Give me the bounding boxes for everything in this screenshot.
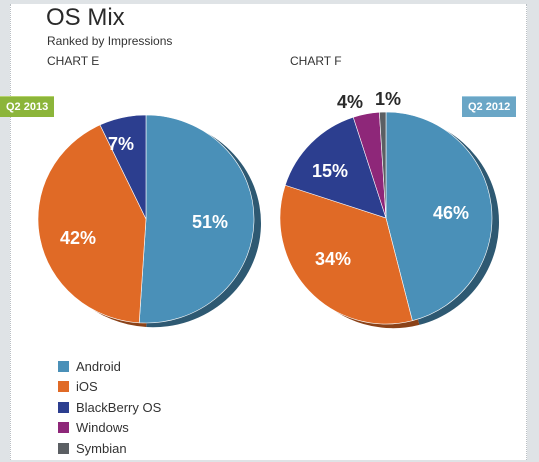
pie-e-data-label-android: 51% [192, 212, 228, 232]
period-tag-q2-2013: Q2 2013 [0, 96, 55, 117]
pie-e-data-label-blackberry-os: 7% [108, 134, 134, 154]
pie-chart-f: 46% 34% 15% 4% 1% [279, 89, 499, 329]
legend: Android iOS BlackBerry OS Windows Symbian [58, 356, 161, 459]
legend-label: Windows [76, 420, 129, 436]
pie-e-data-label-ios: 42% [60, 228, 96, 248]
pie-f-data-label-symbian: 1% [375, 89, 401, 109]
legend-item-android: Android [58, 356, 161, 377]
pie-f-data-label-blackberry-os: 15% [312, 161, 348, 181]
legend-label: BlackBerry OS [76, 399, 162, 415]
pie-f-slice-blackberry-os [284, 116, 387, 219]
legend-swatch [58, 381, 69, 393]
pie-e-slice-blackberry-os [99, 114, 147, 220]
legend-swatch [58, 442, 69, 454]
legend-swatch [58, 422, 69, 434]
legend-swatch [58, 360, 69, 372]
legend-label: iOS [76, 379, 98, 395]
legend-item-blackberry-os: BlackBerry OS [58, 397, 161, 418]
legend-item-windows: Windows [58, 418, 161, 439]
period-tag-q2-2012: Q2 2012 [462, 96, 517, 117]
chart-f-label: CHART F [290, 54, 342, 68]
pie-f-slice-ios [279, 184, 413, 325]
pie-f-data-label-ios: 34% [315, 249, 351, 269]
legend-swatch [58, 401, 69, 413]
pie-f-slice-android [385, 111, 493, 322]
pie-e-slice-android [138, 114, 255, 324]
legend-item-symbian: Symbian [58, 438, 161, 459]
legend-label: Symbian [76, 440, 127, 456]
chart-subtitle: Ranked by Impressions [47, 34, 173, 48]
legend-item-ios: iOS [58, 377, 161, 398]
pie-f-data-label-windows: 4% [337, 92, 363, 112]
pie-e-slice-ios [37, 124, 147, 324]
left-dotted-border [10, 4, 11, 460]
legend-label: Android [76, 358, 121, 374]
chart-e-label: CHART E [47, 54, 100, 68]
pie-chart-e: 51% 42% 7% [37, 114, 261, 328]
pie-f-slice-symbian [379, 111, 387, 219]
right-dotted-border [526, 4, 527, 460]
chart-title: OS Mix [46, 4, 125, 31]
pie-f-data-label-android: 46% [433, 203, 469, 223]
